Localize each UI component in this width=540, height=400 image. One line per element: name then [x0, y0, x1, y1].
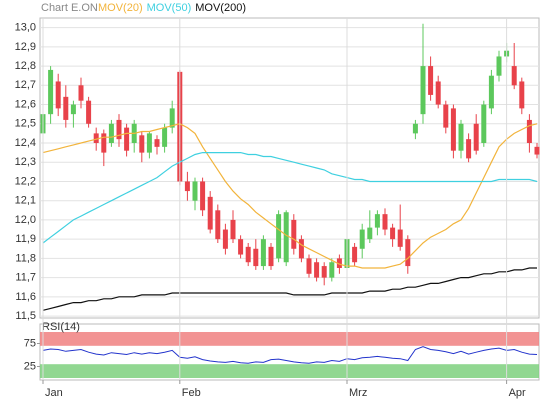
rsi-line: [42, 346, 538, 364]
moving-average: [42, 123, 538, 269]
y-tick-label: 12,8: [15, 60, 36, 72]
candle-body: [435, 81, 441, 105]
candle-body: [222, 229, 228, 249]
candle-body: [511, 66, 517, 86]
legend-entry: MOV(200): [195, 2, 246, 14]
rsi-band: [40, 332, 539, 346]
candle-body: [374, 214, 380, 228]
candle-body: [306, 258, 312, 274]
candle-body: [481, 104, 487, 143]
candle-body: [458, 123, 464, 151]
candle-body: [321, 266, 327, 278]
candle-body: [336, 258, 342, 268]
candle-body: [488, 75, 494, 109]
y-tick-label: 11,6: [15, 291, 36, 303]
x-tick-label: Feb: [182, 387, 201, 399]
candle-body: [526, 119, 532, 143]
y-tick-label: 13,0: [15, 22, 36, 34]
candle-body: [124, 127, 130, 151]
legend-entry: MOV(20): [98, 2, 143, 14]
candle-body: [420, 66, 426, 115]
candle-body: [207, 196, 213, 230]
candle-body: [329, 262, 335, 278]
candle-body: [162, 127, 168, 147]
candle-body: [367, 227, 373, 240]
candle-body: [200, 181, 206, 211]
candle-body: [473, 123, 479, 151]
candle-body: [154, 139, 160, 147]
y-tick-label: 12,5: [15, 118, 36, 130]
candle-body: [245, 246, 251, 263]
candle-body: [169, 108, 175, 128]
candle-body: [230, 219, 236, 240]
candle-body: [146, 133, 152, 153]
y-tick-label: 12,4: [15, 137, 36, 149]
candle-body: [268, 246, 274, 267]
candle-body: [382, 214, 388, 230]
candle-body: [63, 96, 69, 120]
candle-body: [466, 139, 472, 159]
y-tick-label: 75: [24, 337, 36, 349]
candle-body: [192, 181, 198, 201]
candle-body: [93, 133, 99, 143]
moving-average: [42, 267, 537, 311]
candle-body: [428, 66, 434, 95]
y-tick-label: 12,6: [15, 98, 36, 110]
y-tick-label: 12,0: [15, 214, 36, 226]
y-tick-label: 25: [24, 360, 36, 372]
candle-body: [298, 239, 304, 259]
rsi-band: [40, 364, 539, 378]
candle-body: [184, 181, 190, 192]
x-tick-label: Jan: [45, 387, 63, 399]
candle-body: [283, 212, 289, 263]
moving-average: [42, 152, 538, 244]
y-tick-label: 12,1: [15, 195, 36, 207]
candle-body: [215, 210, 221, 240]
candle-body: [86, 100, 92, 124]
candle-body: [276, 214, 282, 259]
candle-body: [443, 104, 449, 128]
y-tick-label: 11,7: [15, 272, 36, 284]
y-tick-label: 12,2: [15, 175, 36, 187]
chart-title: Chart E.ON: [41, 2, 98, 14]
candle-body: [390, 227, 396, 240]
candle-body: [70, 104, 76, 115]
y-tick-label: 12,7: [15, 79, 36, 91]
x-tick-label: Mrz: [349, 387, 367, 399]
candle-body: [534, 146, 540, 155]
main-panel: [39, 17, 540, 319]
candle-body: [253, 248, 259, 267]
candle-body: [55, 81, 61, 109]
candle-body: [48, 69, 54, 115]
y-tick-label: 12,9: [15, 41, 36, 53]
candle-body: [359, 229, 365, 249]
x-tick-label: Apr: [509, 387, 526, 399]
candle-body: [519, 81, 525, 109]
y-tick-label: 11,9: [15, 233, 36, 245]
legend-entry: MOV(50): [147, 2, 192, 14]
candle-body: [291, 219, 297, 249]
candle-body: [412, 123, 418, 134]
candle-body: [405, 239, 411, 267]
y-tick-label: 11,8: [15, 252, 36, 264]
candle-body: [450, 108, 456, 151]
candle-body: [101, 133, 107, 153]
y-tick-label: 11,5: [15, 310, 36, 322]
candle-body: [238, 239, 244, 255]
candle-body: [108, 123, 114, 143]
candle-body: [260, 239, 266, 267]
candle-body: [139, 135, 145, 153]
candle-body: [116, 119, 122, 140]
candle-body: [314, 262, 320, 278]
candle-body: [78, 85, 84, 101]
rsi-title: RSI(14): [42, 321, 80, 333]
candle-body: [352, 246, 358, 263]
y-tick-label: 12,3: [15, 156, 36, 168]
candle-body: [397, 229, 403, 247]
candle-body: [496, 56, 502, 76]
